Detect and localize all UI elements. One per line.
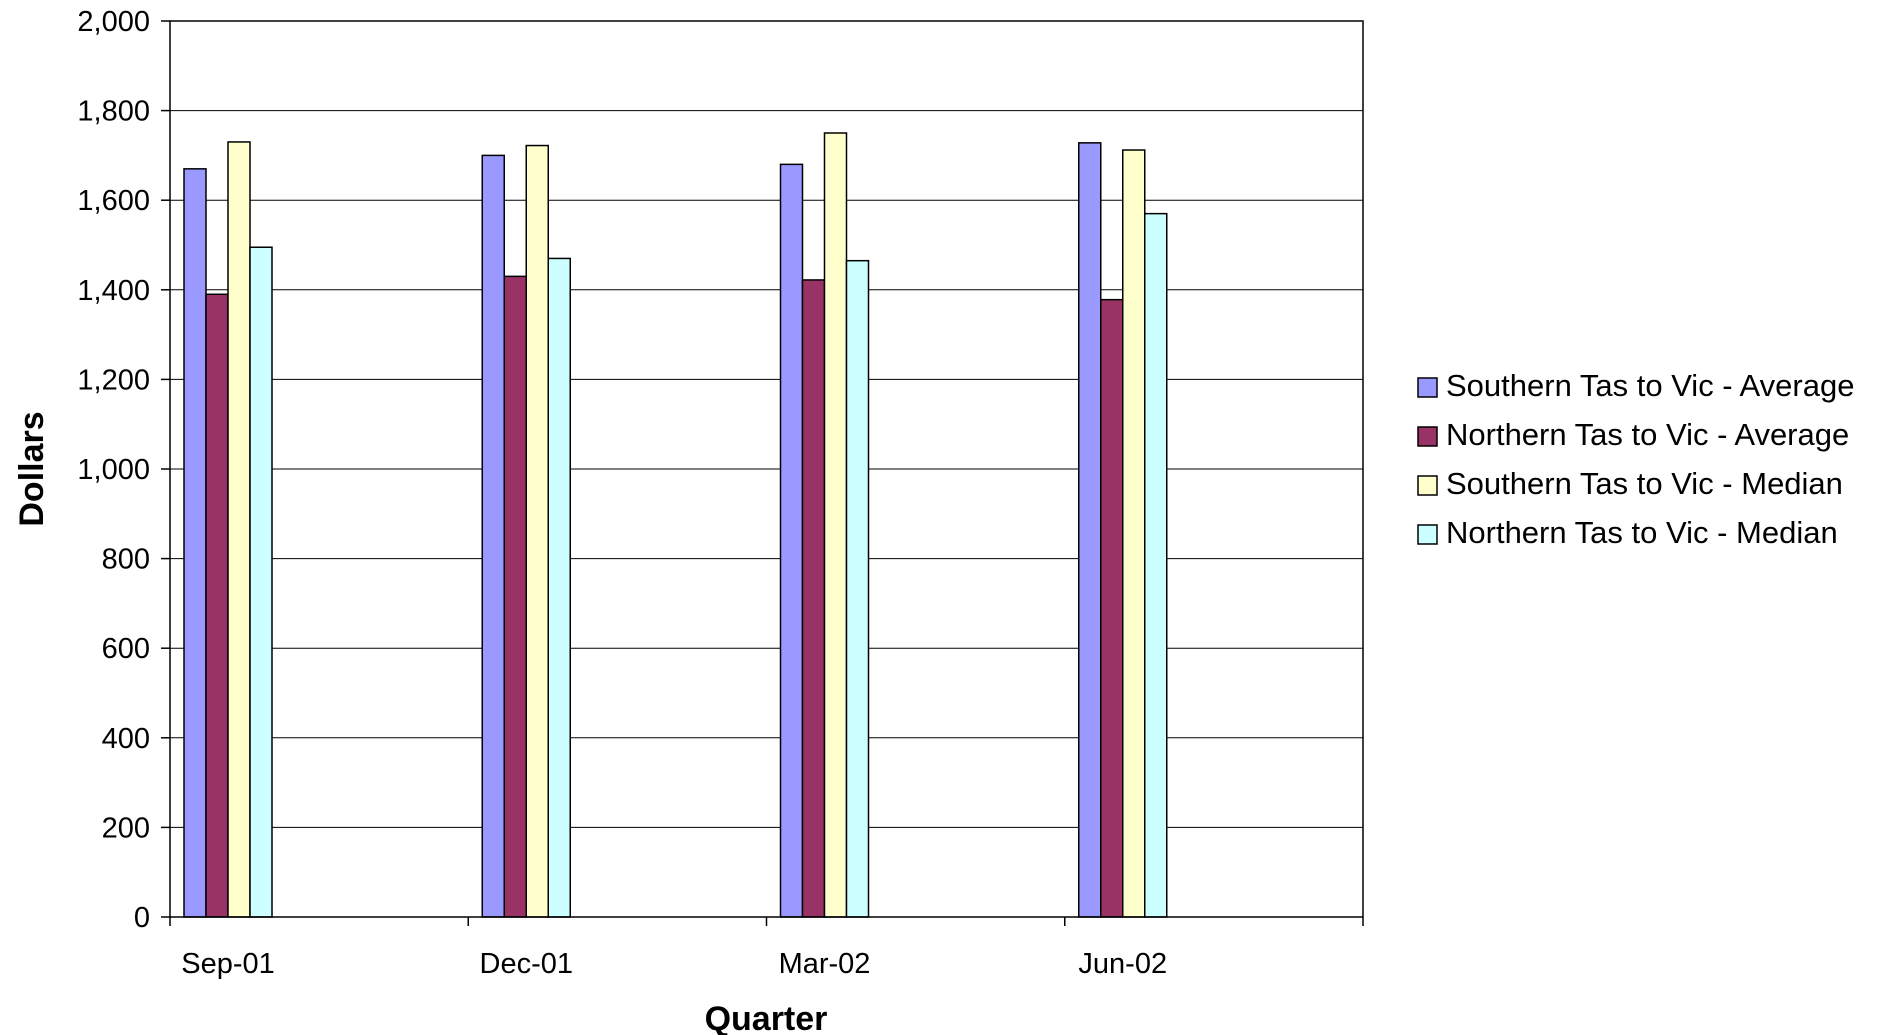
legend-label-1: Southern Tas to Vic - Average — [1446, 368, 1854, 403]
x-tick-label: Dec-01 — [480, 948, 574, 980]
y-tick-label: 600 — [102, 633, 150, 665]
bar-3-jun-02 — [1122, 149, 1146, 918]
bar-4-sep-01 — [249, 246, 273, 918]
y-tick-label: 1,000 — [77, 454, 150, 486]
legend-swatch-3 — [1417, 475, 1438, 496]
x-tick-label: Sep-01 — [181, 948, 275, 980]
bar-4-jun-02 — [1144, 212, 1168, 918]
legend-label-4: Northern Tas to Vic - Median — [1446, 515, 1838, 550]
bar-1-mar-02 — [779, 163, 804, 918]
y-tick-label: 1,400 — [77, 275, 150, 307]
bar-3-mar-02 — [823, 132, 848, 918]
y-tick-label: 1,800 — [77, 96, 150, 128]
y-tick-label: 800 — [102, 544, 150, 576]
y-tick-label: 1,600 — [77, 185, 150, 217]
bar-1-dec-01 — [481, 154, 505, 918]
bar-1-jun-02 — [1078, 142, 1102, 918]
x-tick-label: Jun-02 — [1078, 948, 1167, 980]
bar-2-dec-01 — [503, 275, 527, 918]
bar-2-jun-02 — [1100, 298, 1124, 918]
x-axis-ticks: Sep-01 Dec-01 Mar-02 Jun-02 — [169, 917, 1364, 980]
bar-3-sep-01 — [227, 141, 251, 918]
bar-3-dec-01 — [525, 144, 549, 918]
bar-1-sep-01 — [183, 168, 207, 918]
y-tick-label: 0 — [134, 902, 150, 934]
y-tick-label: 400 — [102, 723, 150, 755]
y-tick-label: 1,200 — [77, 364, 150, 396]
legend-label-2: Northern Tas to Vic - Average — [1446, 417, 1849, 452]
x-tick-label: Mar-02 — [779, 948, 871, 980]
y-axis-title: Dollars — [13, 411, 51, 526]
bar-2-sep-01 — [205, 293, 229, 918]
legend-swatch-4 — [1417, 524, 1438, 545]
y-tick-label: 2,000 — [77, 6, 150, 38]
y-axis-ticks: 0 200 400 600 800 1,000 1,200 1,400 1,600 1,800 2,… — [77, 6, 170, 934]
bar-4-mar-02 — [845, 259, 870, 918]
y-tick-label: 200 — [102, 812, 150, 844]
x-axis-title: Quarter — [705, 1000, 828, 1035]
legend-swatch-1 — [1417, 377, 1438, 398]
bar-4-dec-01 — [547, 257, 571, 918]
legend: Southern Tas to Vic - Average Northern Ta… — [1417, 368, 1854, 550]
bar-2-mar-02 — [801, 279, 826, 918]
legend-swatch-2 — [1417, 426, 1438, 447]
legend-label-3: Southern Tas to Vic - Median — [1446, 466, 1843, 501]
